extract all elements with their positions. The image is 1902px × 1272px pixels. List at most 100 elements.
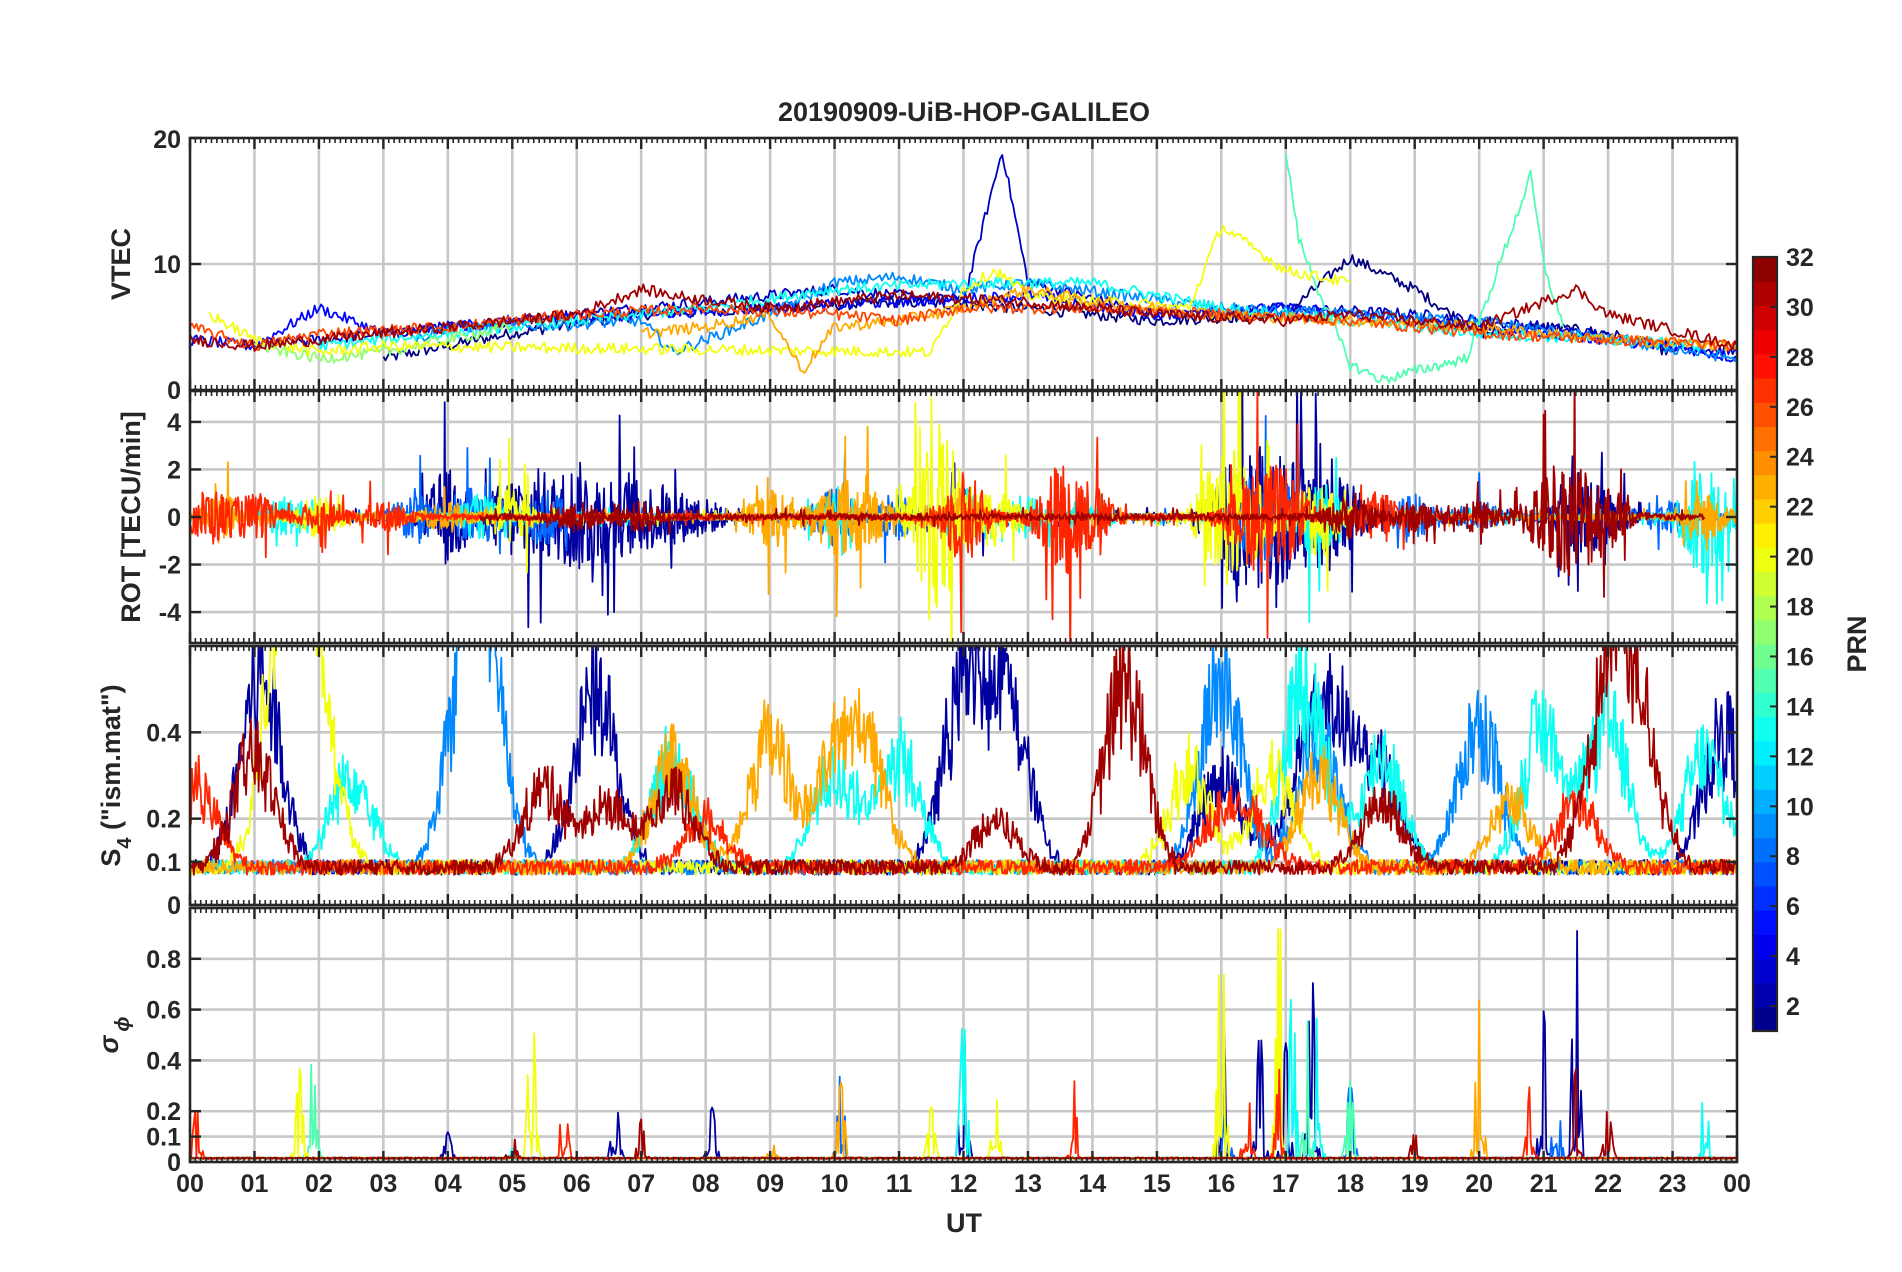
series-prn-26 bbox=[190, 301, 1737, 352]
x-tick-label: 08 bbox=[692, 1170, 720, 1198]
series-prn-31 bbox=[190, 283, 1737, 352]
colorbar-tick-label: 20 bbox=[1786, 544, 1814, 572]
x-tick-label: 13 bbox=[1014, 1170, 1042, 1198]
colorbar-tick-label: 24 bbox=[1786, 444, 1814, 472]
y-axis-label: σϕ bbox=[94, 1016, 134, 1053]
x-tick-label: 07 bbox=[627, 1170, 655, 1198]
y-axis-label: ROT [TECU/min] bbox=[116, 411, 146, 622]
colorbar-swatch bbox=[1753, 377, 1777, 403]
panel-sigma_phi: 00.10.2 0.4 0.6 0.8 σϕ bbox=[94, 906, 1739, 1177]
y-tick-label: 0.1 bbox=[146, 1124, 181, 1152]
x-tick-label: 02 bbox=[305, 1170, 333, 1198]
colorbar-swatch bbox=[1753, 305, 1777, 331]
x-tick-label: 05 bbox=[498, 1170, 526, 1198]
series-prn-17 bbox=[253, 322, 513, 364]
y-tick-label: 0 bbox=[167, 377, 181, 405]
y-tick-label: 4 bbox=[167, 409, 181, 437]
colorbar-swatch bbox=[1753, 789, 1777, 814]
x-tick-label: 04 bbox=[434, 1170, 462, 1198]
panel-s4: 0 0.1 0.2 0.4 S4 ("ism.mat") bbox=[96, 644, 1739, 920]
colorbar-tick-label: 30 bbox=[1786, 294, 1814, 322]
x-tick-label: 00 bbox=[176, 1170, 204, 1198]
x-tick-label: 18 bbox=[1336, 1170, 1364, 1198]
grid bbox=[190, 138, 1737, 390]
colorbar-swatch bbox=[1753, 450, 1777, 476]
y-axis-label: VTEC bbox=[106, 228, 136, 300]
colorbar-tick-label: 28 bbox=[1786, 344, 1814, 372]
x-tick-label: 22 bbox=[1594, 1170, 1622, 1198]
x-tick-label: 03 bbox=[369, 1170, 397, 1198]
colorbar-tick-label: 4 bbox=[1786, 943, 1800, 971]
colorbar-tick-label: 14 bbox=[1786, 693, 1814, 721]
colorbar-swatch bbox=[1753, 692, 1777, 718]
y-ticks: 0 10 20 bbox=[153, 126, 1737, 405]
y-tick-label: 0.4 bbox=[146, 1047, 181, 1075]
colorbar-swatch bbox=[1753, 837, 1777, 863]
y-tick-label: 0.6 bbox=[146, 997, 181, 1025]
x-tick-label: 17 bbox=[1272, 1170, 1300, 1198]
colorbar-swatch bbox=[1753, 329, 1777, 355]
x-tick-label: 19 bbox=[1401, 1170, 1429, 1198]
series-prn-15 bbox=[1284, 153, 1564, 384]
y-tick-label: -2 bbox=[159, 552, 181, 580]
colorbar-tick-label: 10 bbox=[1786, 793, 1814, 821]
colorbar-swatch bbox=[1753, 716, 1777, 742]
y-tick-label: 0 bbox=[167, 892, 181, 920]
colorbar-swatch bbox=[1753, 934, 1777, 960]
colorbar-tick-label: 32 bbox=[1786, 244, 1814, 272]
x-tick-label: 15 bbox=[1143, 1170, 1171, 1198]
colorbar-swatch bbox=[1753, 281, 1777, 306]
colorbar-swatch bbox=[1753, 571, 1777, 597]
y-tick-label: -4 bbox=[159, 599, 181, 627]
y-tick-label: 20 bbox=[153, 126, 181, 154]
x-tick-label: 10 bbox=[821, 1170, 849, 1198]
y-tick-label: 10 bbox=[153, 251, 181, 279]
y-tick-label: 0 bbox=[167, 504, 181, 532]
x-tick-label: 11 bbox=[886, 1170, 913, 1198]
colorbar-swatch bbox=[1753, 668, 1777, 693]
colorbar-swatch bbox=[1753, 740, 1777, 766]
y-tick-label: 0.2 bbox=[146, 806, 181, 834]
series-prn-31 bbox=[479, 391, 1706, 598]
x-tick-label: 00 bbox=[1723, 1170, 1751, 1198]
colorbar-swatch bbox=[1753, 982, 1777, 1008]
colorbar-label: PRN bbox=[1842, 615, 1872, 672]
series-prn-20 bbox=[208, 225, 1351, 358]
x-tick-label: 14 bbox=[1079, 1170, 1107, 1198]
x-tick-label: 20 bbox=[1465, 1170, 1493, 1198]
colorbar-tick-label: 2 bbox=[1786, 993, 1800, 1021]
chart-title: 20190909-UiB-HOP-GALILEO bbox=[778, 97, 1150, 127]
y-axis-label: S4 ("ism.mat") bbox=[96, 684, 136, 866]
colorbar-swatch bbox=[1753, 353, 1777, 379]
colorbar-swatch bbox=[1753, 547, 1777, 573]
colorbar-tick-label: 22 bbox=[1786, 494, 1814, 522]
series-group bbox=[190, 646, 1737, 876]
colorbar-tick-label: 18 bbox=[1786, 594, 1814, 622]
panel-vtec: 0 10 20 VTEC bbox=[106, 126, 1739, 405]
colorbar-swatch bbox=[1753, 523, 1777, 548]
colorbar-swatch bbox=[1753, 619, 1777, 645]
colorbar-swatch bbox=[1753, 1006, 1777, 1032]
colorbar-tick-label: 26 bbox=[1786, 394, 1814, 422]
panel-rot: -4 -2 0 2 4 ROT [TECU/min] bbox=[116, 389, 1739, 645]
y-ticks: 0 0.1 0.2 0.4 bbox=[146, 719, 1737, 920]
x-tick-label: 23 bbox=[1659, 1170, 1687, 1198]
colorbar-tick-label: 16 bbox=[1786, 643, 1814, 671]
x-tick-label: 16 bbox=[1207, 1170, 1235, 1198]
series-group bbox=[190, 153, 1737, 384]
series-prn-9 bbox=[414, 271, 1737, 363]
colorbar-swatch bbox=[1753, 910, 1777, 935]
y-tick-label: 0.1 bbox=[146, 849, 181, 877]
series-group bbox=[190, 391, 1737, 643]
x-ticks bbox=[188, 908, 1739, 1162]
colorbar-swatch bbox=[1753, 498, 1777, 524]
colorbar-tick-label: 6 bbox=[1786, 893, 1800, 921]
x-ticks bbox=[188, 646, 1739, 905]
colorbar-swatch bbox=[1753, 764, 1777, 790]
colorbar-frame bbox=[1751, 255, 1779, 1033]
colorbar-swatch bbox=[1753, 474, 1777, 500]
x-tick-label: 12 bbox=[950, 1170, 978, 1198]
y-tick-label: 0.8 bbox=[146, 946, 181, 974]
y-ticks: 00.10.2 0.4 0.6 0.8 bbox=[146, 946, 1737, 1177]
